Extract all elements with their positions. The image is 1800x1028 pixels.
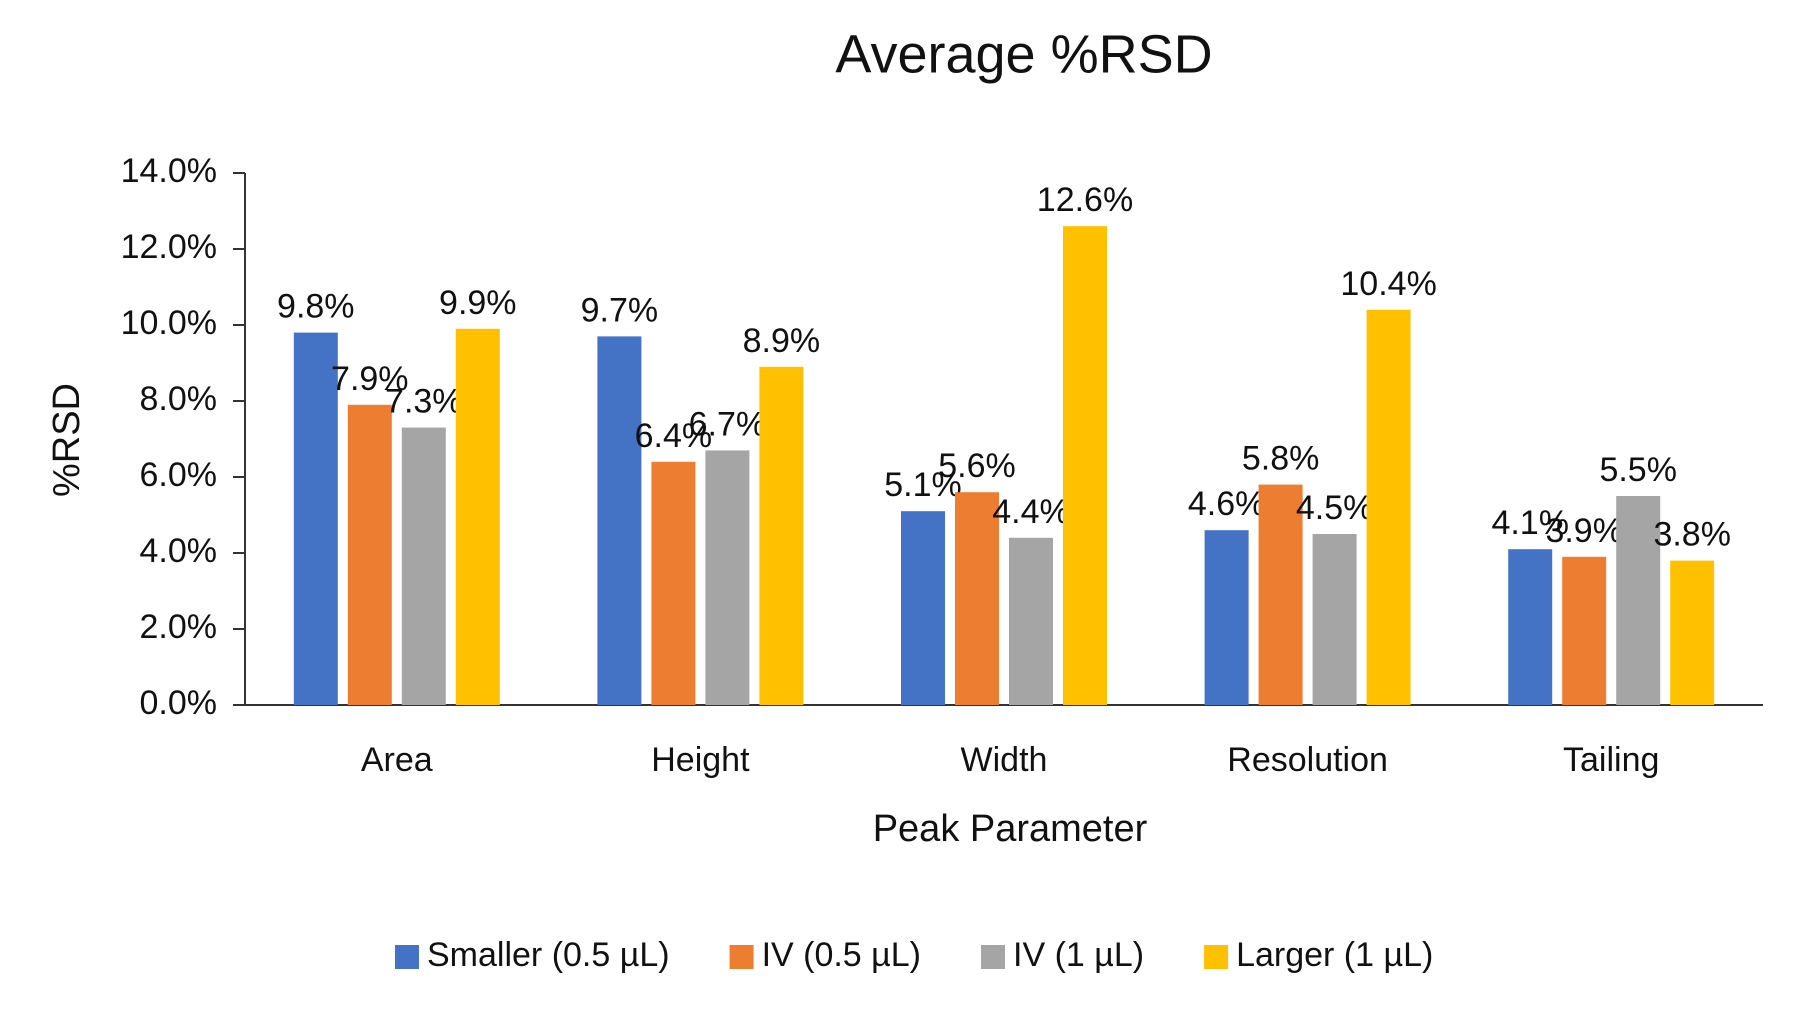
legend-swatch [1204,945,1229,969]
bar [1562,556,1607,705]
y-tick-label: 8.0% [140,380,218,418]
bar [651,461,696,705]
bar [955,492,999,705]
data-label: 4.6% [1188,485,1266,523]
bar [455,328,500,705]
x-tick-label: Area [361,741,433,779]
bar [1258,484,1303,705]
data-label: 3.8% [1653,516,1731,554]
x-tick-label: Resolution [1227,741,1388,779]
x-tick-label: Width [961,741,1048,779]
data-label: 6.7% [689,405,767,443]
data-label: 10.4% [1340,265,1436,303]
bar [1063,226,1107,705]
x-tick-label: Height [651,741,750,779]
bar [901,511,945,705]
legend-label: Larger (1 µL) [1236,936,1433,974]
legend-swatch [981,945,1005,969]
bar [347,404,392,705]
y-tick-label: 2.0% [140,608,218,646]
data-label: 5.1% [884,466,962,504]
bar [1616,496,1661,705]
data-label: 7.3% [385,383,463,421]
data-label: 7.9% [331,360,409,398]
y-tick-label: 10.0% [121,304,217,342]
bar [1312,534,1357,705]
bar [597,336,642,705]
bar [1366,309,1411,705]
data-label: 5.6% [938,447,1016,485]
data-label: 12.6% [1037,181,1133,219]
data-label: 5.8% [1242,440,1320,478]
y-tick-label: 14.0% [121,152,217,190]
bar [705,450,750,705]
legend-swatch [729,945,754,969]
y-tick-label: 12.0% [121,228,217,266]
legend-swatch [395,945,419,969]
data-label: 8.9% [743,322,821,360]
data-label: 4.5% [1296,489,1374,527]
data-label: 6.4% [635,417,713,455]
bar [1009,537,1053,705]
bar [1508,549,1553,705]
x-tick-label: Tailing [1563,741,1659,779]
y-axis-title: %RSD [46,383,88,497]
x-axis-title: Peak Parameter [873,808,1148,850]
chart-title: Average %RSD [835,24,1212,84]
data-label: 4.4% [992,493,1070,531]
legend-label: IV (0.5 µL) [762,936,921,974]
legend-label: IV (1 µL) [1013,936,1144,974]
bar [401,427,446,705]
data-label: 5.5% [1599,451,1677,489]
bar [293,332,338,705]
data-label: 3.9% [1545,512,1623,550]
data-label: 9.8% [277,288,355,326]
data-label: 9.9% [439,284,517,322]
bar [1670,560,1715,705]
data-label: 9.7% [581,291,659,329]
legend-label: Smaller (0.5 µL) [427,936,670,974]
bar [1204,530,1249,705]
y-tick-label: 4.0% [140,532,218,570]
bar [759,366,804,705]
data-label: 4.1% [1491,504,1569,542]
y-tick-label: 0.0% [140,684,218,722]
y-tick-label: 6.0% [140,456,218,494]
